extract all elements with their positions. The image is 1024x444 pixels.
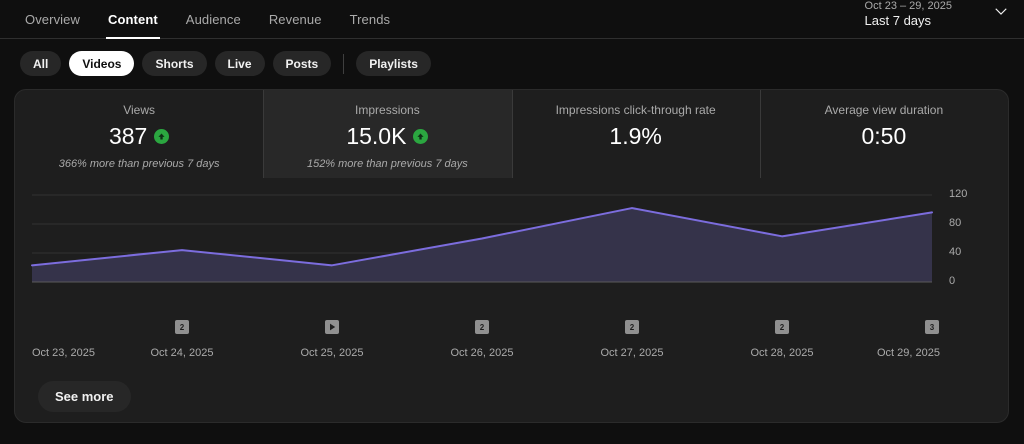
date-range-text: Oct 23 – 29, 2025 Last 7 days	[865, 0, 952, 35]
tab-label: Content	[107, 12, 158, 27]
metric-card-views[interactable]: Views 387 366% more than previous 7 days	[15, 90, 263, 178]
y-axis-tick-80: 80	[949, 217, 962, 229]
metric-value: 0:50	[861, 123, 907, 149]
metric-label: Average view duration	[824, 103, 944, 117]
chip-posts[interactable]: Posts	[272, 51, 332, 76]
arrow-up-icon	[154, 129, 170, 144]
tab-audience[interactable]: Audience	[172, 0, 255, 39]
play-icon[interactable]	[325, 320, 339, 334]
tab-revenue[interactable]: Revenue	[255, 0, 336, 39]
see-more-button[interactable]: See more	[38, 381, 131, 412]
x-axis-tick-2: Oct 25, 2025	[300, 347, 364, 359]
badge-count-icon[interactable]: 2	[775, 320, 789, 334]
metric-value-row: 1.9%	[609, 123, 661, 150]
badge-count-icon[interactable]: 2	[625, 320, 639, 334]
tab-label: Revenue	[268, 12, 322, 27]
top-navigation-bar: Overview Content Audience Revenue Trends Oct…	[0, 0, 1024, 39]
metric-value-row: 387	[108, 123, 170, 150]
chip-videos[interactable]: Videos	[69, 51, 135, 76]
metric-card-impressions-click-through-rate[interactable]: Impressions click-through rate 1.9%	[511, 90, 760, 178]
metric-value: 1.9%	[609, 123, 662, 149]
metric-value-row: 15.0K	[346, 123, 429, 150]
x-axis-tick-3: Oct 26, 2025	[450, 347, 514, 359]
badge-count-icon[interactable]: 2	[475, 320, 489, 334]
tab-overview[interactable]: Overview	[11, 0, 94, 39]
badge-count-icon[interactable]: 2	[175, 320, 189, 334]
chip-live[interactable]: Live	[214, 51, 265, 76]
arrow-up-icon	[413, 129, 429, 144]
y-axis-tick-120: 120	[949, 188, 968, 200]
date-range-preset: Last 7 days	[864, 13, 932, 28]
metric-label: Impressions	[355, 103, 420, 117]
metric-delta: 366% more than previous 7 days	[58, 158, 220, 170]
views-line-chart[interactable]	[15, 178, 1009, 423]
tab-label: Overview	[25, 12, 80, 27]
metric-value-row: 0:50	[861, 123, 906, 150]
x-axis-tick-6: Oct 29, 2025	[877, 347, 940, 359]
tab-trends[interactable]: Trends	[336, 0, 405, 39]
tab-label: Audience	[185, 12, 241, 27]
metric-label: Impressions click-through rate	[555, 103, 716, 117]
badge-count-icon[interactable]: 3	[925, 320, 939, 334]
tab-label: Trends	[349, 12, 391, 27]
analytics-card: Views 387 366% more than previous 7 days Im…	[14, 89, 1009, 423]
tab-content[interactable]: Content	[94, 0, 172, 39]
x-axis-tick-5: Oct 28, 2025	[750, 347, 814, 359]
chip-all[interactable]: All	[20, 51, 62, 76]
metric-value: 15.0K	[346, 123, 407, 149]
chart-area: 0 40 80 120 Oct 23, 2025 Oct 24, 2025 Oct 25,…	[15, 178, 1009, 423]
x-axis-tick-1: Oct 24, 2025	[150, 347, 214, 359]
date-range-selector[interactable]: Oct 23 – 29, 2025 Last 7 days	[865, 0, 1010, 35]
metric-label: Views	[123, 103, 156, 117]
chevron-down-icon[interactable]	[992, 2, 1010, 35]
content-type-filter-chips: All Videos Shorts Live Posts Playlists	[20, 51, 431, 76]
metric-card-average-view-duration[interactable]: Average view duration 0:50	[759, 90, 1008, 178]
x-axis-tick-4: Oct 27, 2025	[600, 347, 664, 359]
y-axis-tick-40: 40	[949, 246, 962, 258]
chart-area-fill	[32, 208, 932, 282]
chip-divider	[343, 53, 345, 74]
chip-playlists[interactable]: Playlists	[356, 51, 431, 76]
metric-delta: 152% more than previous 7 days	[306, 158, 468, 170]
metric-cards-row: Views 387 366% more than previous 7 days Im…	[15, 90, 1008, 178]
metric-value: 387	[108, 123, 148, 149]
date-range-dates: Oct 23 – 29, 2025	[864, 0, 952, 12]
chip-shorts[interactable]: Shorts	[142, 51, 207, 76]
analytics-tabs: Overview Content Audience Revenue Trends	[11, 0, 404, 39]
x-axis-tick-0: Oct 23, 2025	[32, 347, 95, 359]
y-axis-tick-0: 0	[949, 275, 956, 287]
chart-line	[31, 207, 933, 267]
metric-card-impressions[interactable]: Impressions 15.0K 152% more than previous …	[263, 90, 512, 178]
